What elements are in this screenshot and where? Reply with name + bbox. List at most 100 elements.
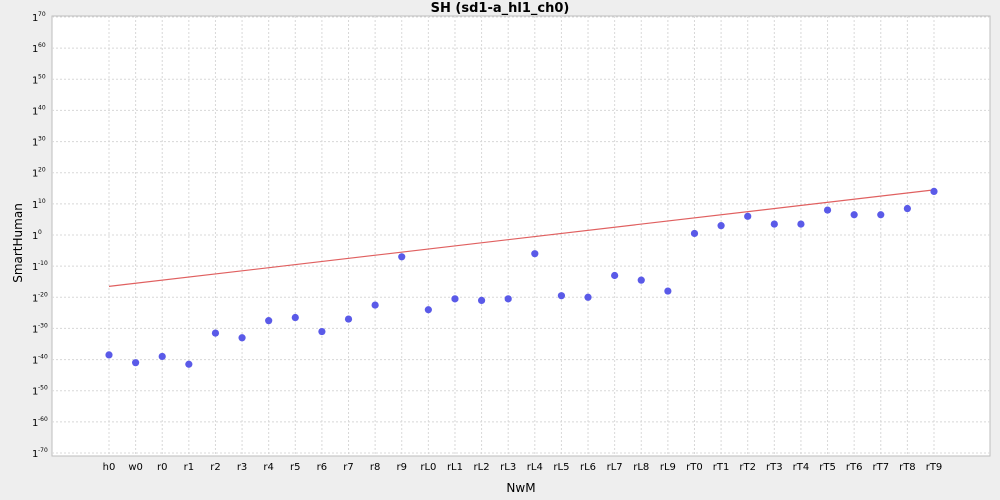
- x-tick-label: r9: [396, 462, 406, 473]
- y-tick-label: 1: [32, 356, 38, 367]
- y-tick-exponent: -40: [38, 354, 48, 361]
- y-tick-exponent: 70: [38, 11, 46, 18]
- x-tick-label: rL7: [607, 462, 623, 473]
- x-tick-label: r2: [210, 462, 220, 473]
- x-tick-label: rL0: [420, 462, 436, 473]
- x-tick-label: rT7: [872, 462, 889, 473]
- data-point: [398, 253, 406, 261]
- y-tick-exponent: -70: [38, 447, 48, 454]
- trend-line-layer: [108, 189, 935, 287]
- x-tick-label: rL4: [527, 462, 543, 473]
- data-point: [451, 295, 459, 303]
- y-tick-exponent: 50: [38, 73, 46, 80]
- x-tick-label: r7: [343, 462, 353, 473]
- data-point: [717, 222, 725, 230]
- data-point: [265, 317, 273, 325]
- y-tick-exponent: -20: [38, 291, 48, 298]
- x-tick-label: r6: [317, 462, 327, 473]
- plot-area: [51, 15, 991, 457]
- x-tick-label: rL3: [500, 462, 516, 473]
- y-axis-label: SmartHuman: [11, 203, 25, 283]
- y-tick-exponent: -10: [38, 260, 48, 267]
- data-point: [531, 250, 539, 258]
- y-tick-label: 1: [32, 387, 38, 398]
- y-tick-exponent: 20: [38, 167, 46, 174]
- data-point: [823, 206, 832, 214]
- y-tick-label: 1: [32, 106, 38, 117]
- data-point: [611, 271, 619, 280]
- data-point: [424, 306, 432, 314]
- y-tick-label: 1: [32, 200, 38, 211]
- x-axis-label: NwM: [506, 481, 535, 495]
- data-point: [371, 301, 379, 309]
- data-point: [637, 276, 645, 284]
- y-tick-label: 1: [32, 13, 38, 24]
- y-tick-label: 1: [32, 418, 38, 429]
- y-tick-exponent: 30: [38, 136, 46, 143]
- data-point: [770, 220, 778, 228]
- x-tick-label: rL8: [633, 462, 649, 473]
- x-tick-label: rT0: [686, 462, 703, 473]
- x-tick-label: r4: [263, 462, 273, 473]
- data-point: [930, 187, 938, 195]
- x-tick-label: rT3: [766, 462, 783, 473]
- data-points: [105, 187, 938, 368]
- data-point: [211, 329, 220, 337]
- y-tick-exponent: -50: [38, 385, 48, 392]
- data-point: [238, 334, 246, 342]
- x-tick-label: rT4: [793, 462, 810, 473]
- y-tick-exponent: 40: [38, 104, 46, 111]
- y-tick-exponent: -60: [38, 416, 48, 423]
- x-tick-label: r0: [157, 462, 167, 473]
- data-point: [185, 360, 193, 368]
- x-tick-label: rT5: [819, 462, 836, 473]
- data-point: [850, 211, 858, 219]
- x-tick-label: r3: [237, 462, 247, 473]
- y-tick-label: 1: [32, 44, 38, 55]
- chart-title: SH (sd1-a_hl1_ch0): [431, 1, 570, 16]
- data-point: [105, 351, 113, 359]
- x-tick-label: rT6: [846, 462, 863, 473]
- x-tick-label: r5: [290, 462, 300, 473]
- y-axis-ticks: 1 701 601 501 401 301 201 101 01 -101 -201 -301 -401…: [32, 11, 48, 460]
- data-point: [584, 293, 592, 301]
- x-tick-label: rT1: [713, 462, 730, 473]
- data-point: [903, 204, 911, 213]
- data-point: [318, 327, 326, 336]
- x-tick-label: h0: [103, 462, 116, 473]
- data-point: [557, 292, 566, 300]
- data-point: [132, 359, 140, 367]
- y-tick-label: 1: [32, 262, 38, 273]
- data-point: [744, 212, 752, 220]
- y-tick-exponent: -30: [38, 322, 48, 329]
- y-tick-exponent: 10: [38, 198, 46, 205]
- x-tick-label: rL1: [447, 462, 463, 473]
- data-point: [344, 315, 353, 323]
- x-tick-label: rL2: [474, 462, 490, 473]
- x-tick-label: rT8: [899, 462, 916, 473]
- y-tick-label: 1: [32, 449, 38, 460]
- y-tick-label: 1: [32, 231, 38, 242]
- y-tick-label: 1: [32, 324, 38, 335]
- y-tick-label: 1: [32, 169, 38, 180]
- x-tick-label: rL5: [553, 462, 569, 473]
- x-tick-label: rT9: [926, 462, 943, 473]
- x-tick-label: r1: [184, 462, 194, 473]
- data-point: [797, 220, 805, 228]
- x-axis-ticks: h0 w0 r0 r1 r2 r3 r4 r5 r6 r7 r8 r9 rL0 rL1 rL2 rL3 rL4 r…: [103, 462, 943, 473]
- data-point: [690, 229, 699, 238]
- x-tick-label: rL9: [660, 462, 676, 473]
- data-point: [664, 287, 672, 295]
- x-tick-label: rT2: [739, 462, 756, 473]
- y-tick-label: 1: [32, 75, 38, 86]
- data-point: [477, 296, 486, 304]
- data-point: [504, 295, 512, 303]
- data-point: [158, 352, 166, 361]
- x-tick-label: w0: [128, 462, 143, 473]
- grid-lines: [52, 16, 990, 456]
- y-tick-exponent: 60: [38, 42, 46, 49]
- x-tick-label: r8: [370, 462, 380, 473]
- y-tick-exponent: 0: [38, 229, 42, 236]
- x-tick-label: rL6: [580, 462, 596, 473]
